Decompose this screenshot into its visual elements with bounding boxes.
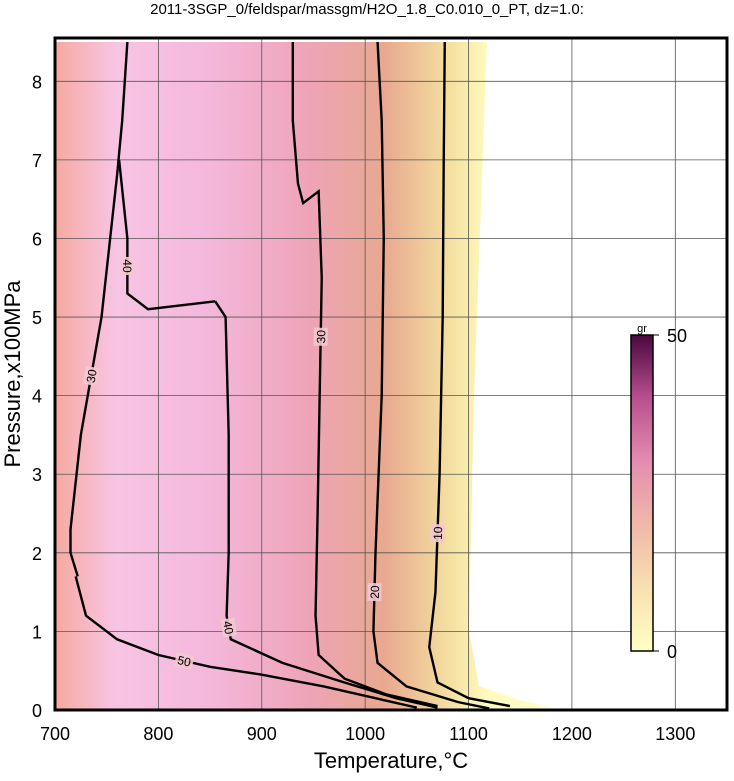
colorbar-label: gr [637, 323, 647, 335]
field [55, 42, 561, 710]
contour-label-bg [173, 652, 195, 670]
contour-label-group: 40 [120, 256, 135, 275]
contour-label: 30 [314, 330, 328, 344]
colorbar-tick-label: 0 [667, 642, 677, 662]
contour-label-group: 30 [82, 365, 100, 387]
contour-label-bg [367, 582, 382, 602]
contour-label-bg [220, 617, 238, 638]
y-tick-label: 0 [32, 701, 42, 721]
x-tick-label: 900 [247, 724, 277, 744]
contour-label: 20 [368, 585, 382, 599]
contour-line [74, 576, 418, 709]
y-tick-label: 7 [32, 151, 42, 171]
contour-label-group: 30 [313, 327, 328, 346]
plot-frame [53, 36, 729, 712]
contour-label: 10 [431, 526, 445, 540]
contour-label-group: 10 [430, 523, 445, 543]
x-tick-label: 700 [40, 724, 70, 744]
contour-label-group: 20 [367, 582, 382, 602]
y-axis-label: Pressure,x100MPa [0, 280, 25, 468]
y-tick-label: 1 [32, 622, 42, 642]
colorbar [630, 334, 654, 652]
y-tick-label: 5 [32, 308, 42, 328]
contour-label-bg [82, 365, 100, 387]
x-tick-label: 800 [143, 724, 173, 744]
x-tick-label: 1100 [449, 724, 488, 744]
y-tick-label: 8 [32, 72, 42, 92]
contour-label-group: 40 [220, 617, 238, 638]
x-tick-label: 1200 [552, 724, 592, 744]
contour-line [428, 41, 511, 708]
y-tick-label: 2 [32, 544, 42, 564]
contour-label-bg [120, 256, 135, 275]
contour-label-bg [313, 327, 328, 346]
contour-line [291, 42, 438, 708]
chart-title: 2011-3SGP_0/feldspar/massgm/H2O_1.8_C0.0… [150, 1, 584, 18]
x-tick-label: 1300 [655, 724, 695, 744]
contour-label: 40 [220, 620, 236, 636]
y-tick-label: 4 [32, 387, 42, 407]
y-tick-label: 3 [32, 465, 42, 485]
contour-label: 30 [84, 368, 100, 384]
contour-label: 40 [120, 259, 134, 273]
contour-label-bg [430, 523, 445, 543]
y-tick-label: 6 [32, 229, 42, 249]
contour-label: 50 [176, 653, 192, 670]
contour-label-group: 50 [173, 652, 195, 670]
contour-line [117, 159, 216, 311]
x-tick-label: 1000 [345, 724, 385, 744]
colorbar-tick-label: 50 [667, 326, 687, 346]
x-axis-label: Temperature,°C [314, 748, 468, 773]
